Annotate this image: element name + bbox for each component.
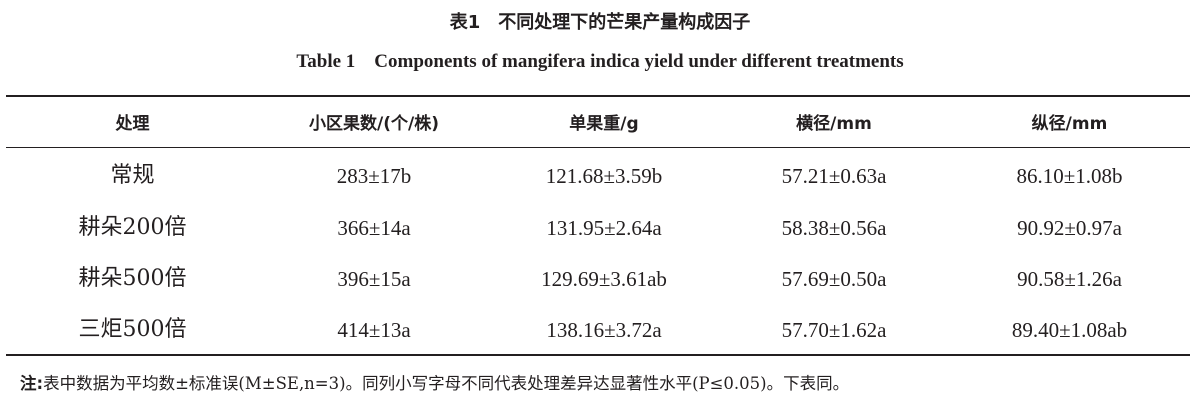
table-row: 常规 283±17b 121.68±3.59b 57.21±0.63a 86.1… <box>6 156 1190 196</box>
cell-fruit-weight: 129.69±3.61ab <box>541 267 667 291</box>
header-cell-transverse-diameter: 横径/mm <box>796 114 872 134</box>
cell-fruit-count: 366±14a <box>337 216 411 240</box>
top-rule <box>6 95 1190 97</box>
cell-fruit-count: 283±17b <box>336 164 412 188</box>
table-row: 三炬500倍 414±13a 138.16±3.72a 57.70±1.62a … <box>6 310 1190 350</box>
header-cell-fruit-weight: 单果重/g <box>569 114 639 134</box>
footnote-label: 注: <box>20 374 44 393</box>
bottom-rule <box>6 354 1190 356</box>
cell-longitudinal-diameter: 90.58±1.26a <box>1017 267 1122 291</box>
cell-transverse-diameter: 58.38±0.56a <box>781 216 887 240</box>
header-cell-longitudinal-diameter: 纵径/mm <box>1031 114 1108 134</box>
cell-fruit-count: 396±15a <box>337 267 411 291</box>
cell-transverse-diameter: 57.70±1.62a <box>781 318 887 342</box>
table-title-en: Table 1 Components of mangifera indica y… <box>296 51 904 72</box>
cell-fruit-weight: 121.68±3.59b <box>545 164 663 188</box>
header-rule <box>6 147 1190 148</box>
header-cell-fruit-count: 小区果数/(个/株) <box>309 114 439 134</box>
table-row: 耕朵500倍 396±15a 129.69±3.61ab 57.69±0.50a… <box>6 259 1190 299</box>
table-title-cn: 表1 不同处理下的芒果产量构成因子 <box>449 12 751 33</box>
cell-transverse-diameter: 57.21±0.63a <box>781 164 887 188</box>
cell-longitudinal-diameter: 89.40±1.08ab <box>1011 318 1128 342</box>
cell-fruit-count: 414±13a <box>337 318 411 342</box>
cell-longitudinal-diameter: 86.10±1.08b <box>1016 164 1123 188</box>
cell-longitudinal-diameter: 90.92±0.97a <box>1017 216 1122 240</box>
table-header-row: 处理 小区果数/(个/株) 单果重/g 横径/mm 纵径/mm <box>6 110 1190 138</box>
cell-fruit-weight: 138.16±3.72a <box>546 318 662 342</box>
table-row: 耕朵200倍 366±14a 131.95±2.64a 58.38±0.56a … <box>6 208 1190 248</box>
footnote-text: 表中数据为平均数±标准误(M±SE,n=3)。同列小写字母不同代表处理差异达显著… <box>43 374 850 393</box>
cell-treatment: 常规 <box>110 163 155 188</box>
header-cell-treatment: 处理 <box>115 114 150 134</box>
cell-treatment: 三炬500倍 <box>78 317 187 342</box>
cell-treatment: 耕朵200倍 <box>78 215 187 240</box>
cell-fruit-weight: 131.95±2.64a <box>546 216 662 240</box>
cell-treatment: 耕朵500倍 <box>78 266 187 291</box>
cell-transverse-diameter: 57.69±0.50a <box>781 267 887 291</box>
table-footnote: 注:表中数据为平均数±标准误(M±SE,n=3)。同列小写字母不同代表处理差异达… <box>20 370 1190 394</box>
